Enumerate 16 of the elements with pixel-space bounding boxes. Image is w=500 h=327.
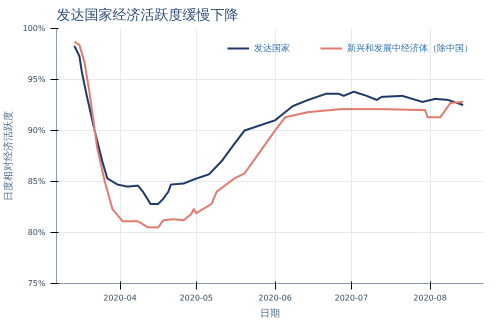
x-tick-label: 2020-04 — [103, 294, 137, 302]
x-tick-label: 2020-06 — [258, 294, 292, 302]
x-axis-title: 日期 — [260, 308, 280, 320]
y-tick-label: 85% — [28, 177, 46, 186]
x-tick-label: 2020-07 — [334, 294, 368, 302]
x-tick-label: 2020-05 — [180, 294, 214, 302]
y-axis-title: 日度相对经济活跃度 — [2, 111, 15, 201]
y-tick-label: 95% — [28, 75, 46, 84]
chart-title: 发达国家经济活跃度缓慢下降 — [56, 8, 238, 24]
y-tick-label: 75% — [28, 279, 46, 288]
x-tick-label: 2020-08 — [413, 294, 447, 302]
legend-label: 新兴和发展中经济体（除中国） — [347, 42, 473, 54]
legend-label: 发达国家 — [254, 42, 290, 54]
y-tick-label: 90% — [28, 126, 46, 135]
y-tick-label: 100% — [22, 24, 46, 33]
y-tick-label: 80% — [28, 228, 46, 237]
